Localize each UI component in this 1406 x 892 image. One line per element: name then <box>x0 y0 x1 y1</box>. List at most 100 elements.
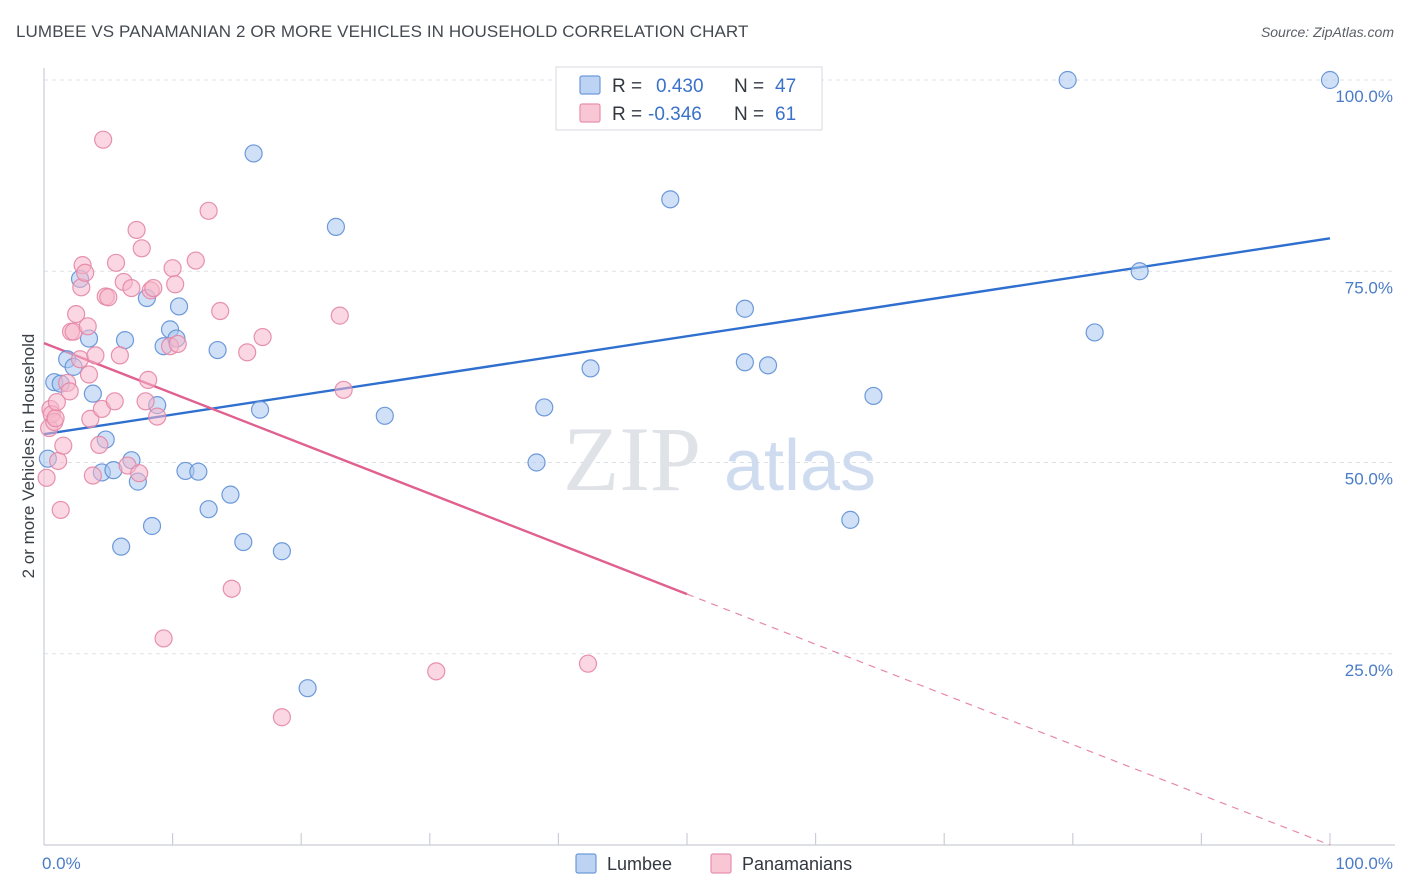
point-panamanians-38 <box>136 392 155 411</box>
legend-n-value-panamanians: 61 <box>775 104 796 125</box>
bottom-legend-swatch-lumbee <box>575 853 597 874</box>
watermark-zip: ZIP <box>563 408 701 510</box>
point-panamanians-6 <box>47 392 66 412</box>
chart-source: Source: ZipAtlas.com <box>1260 24 1394 40</box>
y-axis-tick-labels: 25.0% 50.0% 75.0% 100.0% <box>1335 87 1393 680</box>
legend-r-label-panamanians: R = <box>612 104 642 125</box>
point-lumbee-44 <box>1085 323 1104 342</box>
point-lumbee-45 <box>1130 262 1149 281</box>
point-panamanians-30 <box>106 253 126 272</box>
point-lumbee-33 <box>375 406 394 425</box>
bottom-legend-swatch-panamanians <box>710 853 732 874</box>
correlation-legend: R = 0.430 N = 47 R = -0.346 N = 61 <box>555 66 823 131</box>
point-panamanians-35 <box>127 220 146 240</box>
y-tick-label-100: 100.0% <box>1335 87 1393 106</box>
point-lumbee-37 <box>661 190 680 209</box>
point-panamanians-21 <box>81 409 100 428</box>
legend-r-value-lumbee: 0.430 <box>656 76 704 97</box>
x-tick-label-max: 100.0% <box>1335 854 1393 873</box>
x-tick-label-min: 0.0% <box>42 854 81 873</box>
point-panamanians-5 <box>46 409 65 428</box>
point-panamanians-47 <box>168 334 187 354</box>
legend-n-label-panamanians: N = <box>734 104 764 125</box>
point-panamanians-26 <box>94 130 113 149</box>
point-lumbee-16 <box>142 516 162 536</box>
point-panamanians-55 <box>330 306 349 325</box>
legend-n-label-lumbee: N = <box>734 76 764 97</box>
point-lumbee-26 <box>221 485 240 504</box>
point-lumbee-38 <box>735 299 754 318</box>
point-panamanians-43 <box>154 629 173 648</box>
legend-n-value-lumbee: 47 <box>775 76 796 97</box>
point-panamanians-36 <box>130 464 149 483</box>
y-axis-label: 2 or more Vehicles in Household <box>19 334 38 579</box>
point-panamanians-0 <box>37 468 56 487</box>
point-lumbee-24 <box>199 500 218 519</box>
bottom-legend-label-lumbee: Lumbee <box>607 854 672 874</box>
series-legend: Lumbee Panamanians <box>575 853 852 874</box>
point-lumbee-40 <box>758 356 778 375</box>
point-lumbee-23 <box>189 462 208 481</box>
point-panamanians-54 <box>272 708 292 727</box>
point-lumbee-43 <box>1058 70 1077 90</box>
point-lumbee-35 <box>535 398 554 417</box>
point-panamanians-45 <box>163 259 182 278</box>
y-tick-label-25: 25.0% <box>1345 661 1393 680</box>
watermark: ZIP atlas <box>563 408 876 510</box>
point-panamanians-14 <box>67 304 86 324</box>
point-panamanians-37 <box>132 239 151 258</box>
point-lumbee-21 <box>169 297 189 316</box>
point-panamanians-58 <box>578 654 598 673</box>
legend-r-label-lumbee: R = <box>612 76 642 97</box>
axes <box>43 68 1395 846</box>
bottom-legend-label-panamanians: Panamanians <box>742 854 852 874</box>
point-lumbee-27 <box>234 532 253 552</box>
point-lumbee-41 <box>841 510 860 529</box>
watermark-atlas: atlas <box>724 426 876 506</box>
point-panamanians-8 <box>51 500 70 520</box>
point-panamanians-42 <box>148 407 167 426</box>
point-panamanians-41 <box>144 278 163 298</box>
point-panamanians-18 <box>76 263 95 282</box>
point-lumbee-32 <box>326 217 346 236</box>
point-panamanians-51 <box>222 579 241 598</box>
legend-swatch-panamanians <box>579 103 601 123</box>
point-panamanians-46 <box>166 275 185 294</box>
point-lumbee-31 <box>298 679 317 698</box>
point-panamanians-39 <box>139 370 158 389</box>
point-lumbee-11 <box>112 537 131 556</box>
point-panamanians-20 <box>79 365 99 384</box>
point-lumbee-28 <box>244 144 263 163</box>
point-panamanians-56 <box>334 380 353 399</box>
point-lumbee-12 <box>115 331 135 350</box>
legend-r-value-panamanians: -0.346 <box>648 104 702 125</box>
x-axis-ticks <box>172 833 1331 845</box>
point-panamanians-57 <box>427 662 446 681</box>
point-panamanians-9 <box>54 436 73 455</box>
point-panamanians-49 <box>199 201 218 220</box>
point-panamanians-52 <box>238 343 257 362</box>
point-panamanians-28 <box>99 288 118 307</box>
point-panamanians-31 <box>110 346 129 365</box>
data-points <box>37 70 1340 727</box>
point-panamanians-53 <box>253 327 272 347</box>
point-panamanians-29 <box>105 392 124 411</box>
point-lumbee-25 <box>208 340 227 360</box>
point-lumbee-36 <box>581 359 600 378</box>
point-panamanians-34 <box>122 278 141 298</box>
point-panamanians-23 <box>86 346 105 365</box>
trend-line-extension-panamanians <box>686 593 1331 846</box>
point-panamanians-7 <box>49 451 68 471</box>
legend-swatch-lumbee <box>579 75 601 95</box>
chart-title: LUMBEE VS PANAMANIAN 2 OR MORE VEHICLES … <box>16 22 749 41</box>
point-lumbee-46 <box>1320 70 1340 90</box>
point-panamanians-48 <box>186 251 205 270</box>
point-panamanians-11 <box>60 382 79 401</box>
point-panamanians-19 <box>78 317 97 336</box>
grid-lines <box>44 79 1395 655</box>
point-lumbee-34 <box>527 453 546 472</box>
point-lumbee-42 <box>864 386 883 406</box>
point-lumbee-39 <box>735 353 754 372</box>
point-panamanians-15 <box>70 350 90 369</box>
